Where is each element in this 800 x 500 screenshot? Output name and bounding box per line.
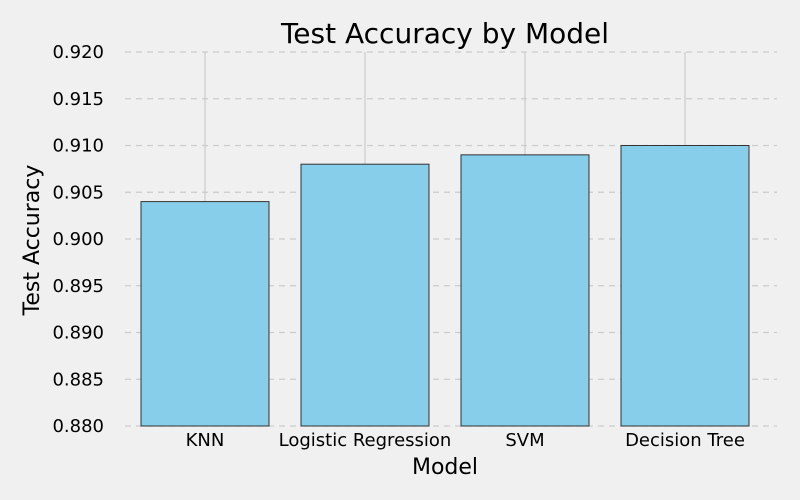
y-tick-label: 0.920 [52,42,104,63]
x-tick-label: Logistic Regression [279,430,452,451]
y-tick-label: 0.890 [52,323,104,344]
bar-svm [460,154,590,427]
y-axis-label: Test Accuracy [20,165,45,317]
x-axis-label: Model [412,455,478,480]
y-tick-label: 0.910 [52,136,104,157]
chart-title: Test Accuracy by Model [280,17,609,50]
x-tick-label: KNN [186,430,225,451]
bar-knn [140,201,270,427]
bar-logistic-regression [300,163,430,427]
y-tick-labels: 0.880 0.885 0.890 0.895 0.900 0.905 0.910 0.915… [52,42,104,437]
y-tick-label: 0.915 [52,89,104,110]
x-tick-labels: KNN Logistic Regression SVM Decision Tree [186,430,745,451]
y-tick-label: 0.905 [52,182,104,203]
x-tick-label: SVM [505,430,544,451]
y-tick-label: 0.895 [52,276,104,297]
y-tick-label: 0.880 [52,416,104,437]
x-tick-label: Decision Tree [625,430,745,451]
bar-decision-tree [620,145,750,427]
y-tick-label: 0.885 [52,369,104,390]
bar-layer [140,145,750,427]
y-tick-label: 0.900 [52,229,104,250]
